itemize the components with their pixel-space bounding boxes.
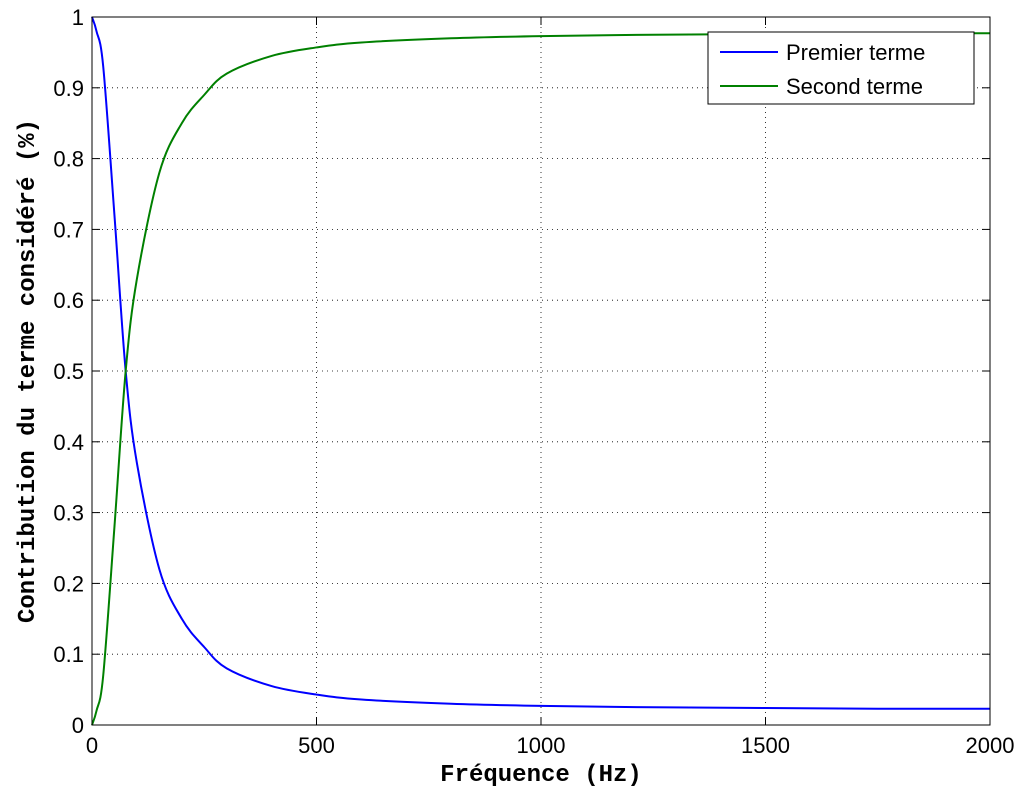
axis-ticks: 0 500 1000 1500 2000 0 0.1 0.2 0.3 0.4 0.5 0.6 0.7 0.… [53,5,1014,758]
y-axis-title: Contribution du terme considéré (%) [15,119,42,623]
x-tick-label: 1500 [741,733,790,758]
y-tick-label: 0.9 [53,76,84,101]
series-line-second-terme [91,32,990,726]
x-tick-label: 500 [298,733,335,758]
y-tick-label: 0.4 [53,430,84,455]
y-tick-label: 0.8 [53,147,84,172]
legend-label-second-terme: Second terme [786,74,923,99]
series-line-premier-terme [91,16,990,710]
y-tick-label: 0.3 [53,501,84,526]
y-tick-label: 0.7 [53,217,84,242]
grid [92,17,990,725]
y-tick-label: 0.5 [53,359,84,384]
series-lines [91,16,990,726]
legend-label-premier-terme: Premier terme [786,40,925,65]
y-tick-label: 0.1 [53,642,84,667]
y-tick-label: 0.2 [53,571,84,596]
x-tick-label: 2000 [966,733,1015,758]
x-tick-label: 1000 [517,733,566,758]
x-tick-label: 0 [86,733,98,758]
x-axis-title: Fréquence (Hz) [440,762,642,789]
legend: Premier terme Second terme [707,31,975,105]
y-tick-label: 0.6 [53,288,84,313]
legend-box [707,31,975,105]
y-tick-label: 1 [72,5,84,30]
y-tick-label: 0 [72,713,84,738]
plot-frame [91,16,991,726]
